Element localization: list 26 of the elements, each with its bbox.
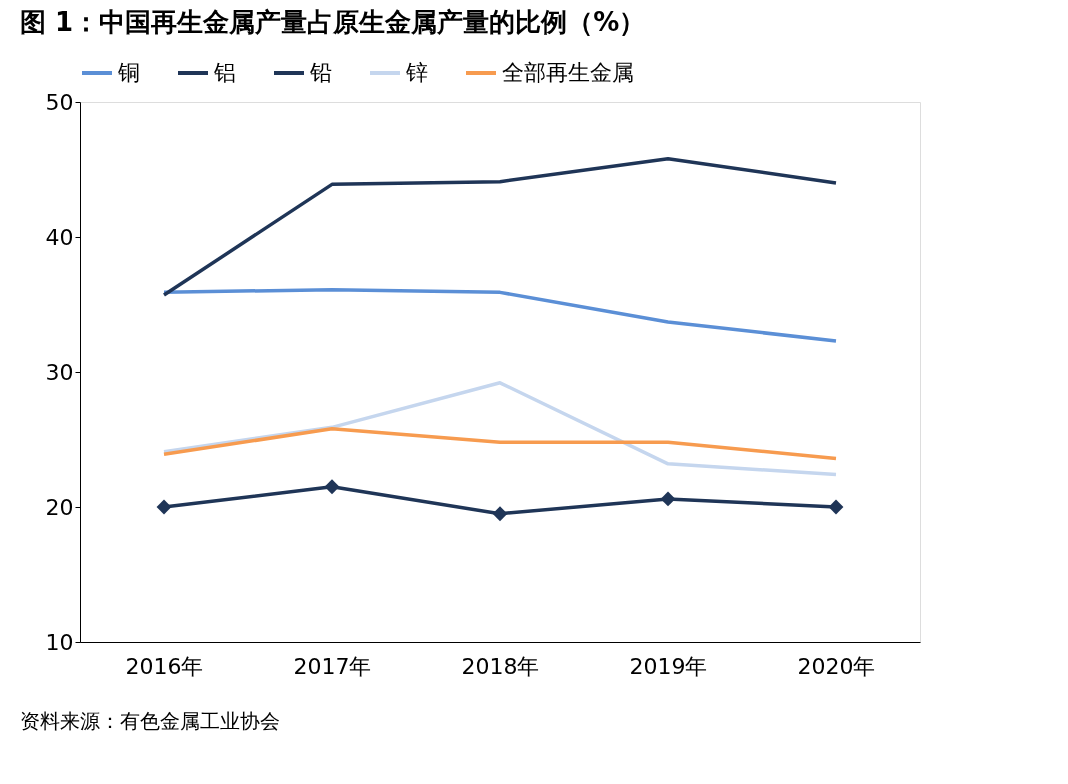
point: [660, 491, 676, 507]
legend-label: 全部再生金属: [502, 60, 634, 85]
x-tick-label: 2018年: [461, 653, 540, 679]
point: [492, 506, 508, 522]
line-series: [162, 381, 838, 477]
x-tick-label: 2016年: [125, 653, 204, 679]
legend-label: 锌: [405, 60, 428, 85]
y-tick-label: 40: [45, 224, 74, 250]
legend-label: 铜: [117, 60, 140, 85]
line-series: [162, 287, 838, 343]
y-tick-label: 50: [45, 89, 74, 115]
point: [828, 499, 844, 515]
legend-label: 铝: [213, 60, 236, 85]
x-tick-label: 2017年: [293, 653, 372, 679]
y-tick-label: 20: [45, 494, 74, 520]
line-series: [162, 426, 838, 461]
x-tick-label: 2020年: [797, 653, 876, 679]
text: 资料来源：有色金属工业协会: [20, 709, 280, 733]
point: [324, 479, 340, 495]
x-tick-label: 2019年: [629, 653, 708, 679]
point: [156, 499, 172, 515]
line-series: [162, 156, 838, 297]
y-tick-label: 30: [45, 359, 74, 385]
y-tick-label: 10: [45, 629, 74, 655]
legend-label: 铅: [309, 60, 332, 85]
chart-title: 图 1：中国再生金属产量占原生金属产量的比例（%）: [20, 7, 646, 37]
